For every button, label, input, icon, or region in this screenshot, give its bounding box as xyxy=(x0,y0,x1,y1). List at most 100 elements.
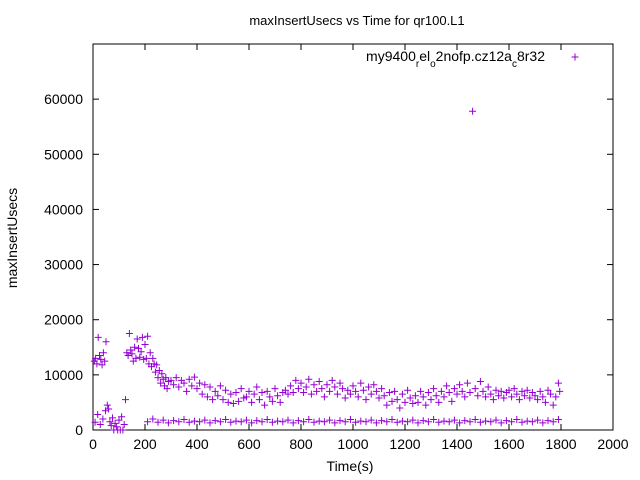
data-point xyxy=(144,418,152,426)
data-point xyxy=(180,416,188,424)
data-point xyxy=(185,418,193,426)
data-point xyxy=(409,400,417,408)
data-point xyxy=(521,392,529,400)
data-point xyxy=(547,390,555,398)
data-point xyxy=(294,385,302,393)
data-point xyxy=(333,390,341,398)
data-point xyxy=(393,418,401,426)
data-point xyxy=(432,392,440,400)
data-point xyxy=(489,396,497,404)
data-point xyxy=(378,385,386,393)
data-point xyxy=(391,387,399,395)
data-point xyxy=(367,416,375,424)
data-point xyxy=(539,419,547,427)
data-point xyxy=(435,398,443,406)
data-point xyxy=(508,418,516,426)
data-point xyxy=(487,390,495,398)
y-tick-label: 60000 xyxy=(44,91,83,107)
data-point xyxy=(422,401,430,409)
data-point xyxy=(482,393,490,401)
data-point xyxy=(513,390,521,398)
data-point xyxy=(482,417,490,425)
x-tick-label: 1200 xyxy=(389,436,420,452)
data-point xyxy=(331,419,339,427)
legend-marker-symbol xyxy=(571,53,579,61)
data-point xyxy=(94,411,102,419)
data-point xyxy=(141,341,149,349)
data-point xyxy=(456,381,464,389)
data-point xyxy=(352,387,360,395)
data-point xyxy=(175,383,183,391)
data-point xyxy=(294,417,302,425)
data-point xyxy=(127,346,135,354)
data-point xyxy=(409,416,417,424)
data-point xyxy=(424,389,432,397)
data-point xyxy=(276,398,284,406)
data-point xyxy=(118,413,126,421)
data-point xyxy=(222,416,230,424)
data-point xyxy=(97,355,105,363)
data-point xyxy=(362,418,370,426)
data-point xyxy=(242,416,250,424)
y-axis-title: maxInsertUsecs xyxy=(4,188,20,288)
data-point xyxy=(159,416,167,424)
data-point xyxy=(411,392,419,400)
data-point xyxy=(136,353,144,361)
data-point xyxy=(536,387,544,395)
data-point xyxy=(125,330,133,337)
data-point xyxy=(229,400,237,408)
data-point xyxy=(357,379,365,387)
data-point xyxy=(162,374,170,382)
data-point xyxy=(99,415,107,423)
data-point xyxy=(170,381,178,389)
y-tick-label: 30000 xyxy=(44,257,83,273)
data-point xyxy=(94,333,102,341)
data-point xyxy=(440,393,448,401)
data-point xyxy=(266,393,274,401)
data-point xyxy=(362,396,370,404)
data-point xyxy=(320,393,328,401)
data-point xyxy=(258,389,266,397)
data-point xyxy=(111,419,119,427)
data-point xyxy=(458,387,466,395)
data-point xyxy=(435,418,443,426)
data-point xyxy=(383,401,391,409)
data-point xyxy=(385,389,393,397)
data-point xyxy=(120,420,128,428)
data-point xyxy=(320,418,328,426)
data-point xyxy=(101,357,109,365)
data-point xyxy=(541,398,549,406)
data-point xyxy=(461,417,469,425)
data-point xyxy=(487,418,495,426)
data-point xyxy=(250,390,258,398)
data-point xyxy=(539,393,547,401)
data-point xyxy=(401,398,409,406)
data-point xyxy=(404,386,412,394)
data-point xyxy=(96,420,104,428)
data-point xyxy=(307,390,315,398)
data-point xyxy=(372,387,380,395)
data-point xyxy=(289,419,297,427)
data-point xyxy=(128,350,136,358)
data-point xyxy=(268,397,276,405)
data-point xyxy=(554,379,562,387)
data-point xyxy=(102,338,110,346)
data-point xyxy=(151,368,159,376)
data-point xyxy=(492,416,500,424)
data-point xyxy=(466,418,474,426)
data-point xyxy=(271,385,279,393)
data-point xyxy=(122,396,129,404)
data-point xyxy=(461,393,469,401)
data-point xyxy=(370,381,378,389)
data-point xyxy=(222,386,230,394)
data-point xyxy=(354,393,362,401)
data-point xyxy=(414,398,422,406)
data-point xyxy=(98,361,106,369)
data-point xyxy=(149,415,157,423)
data-point xyxy=(198,390,206,398)
data-point xyxy=(219,396,227,404)
data-point xyxy=(466,389,474,397)
y-tick-label: 50000 xyxy=(44,146,83,162)
data-point xyxy=(328,376,336,384)
x-tick-label: 1000 xyxy=(337,436,368,452)
